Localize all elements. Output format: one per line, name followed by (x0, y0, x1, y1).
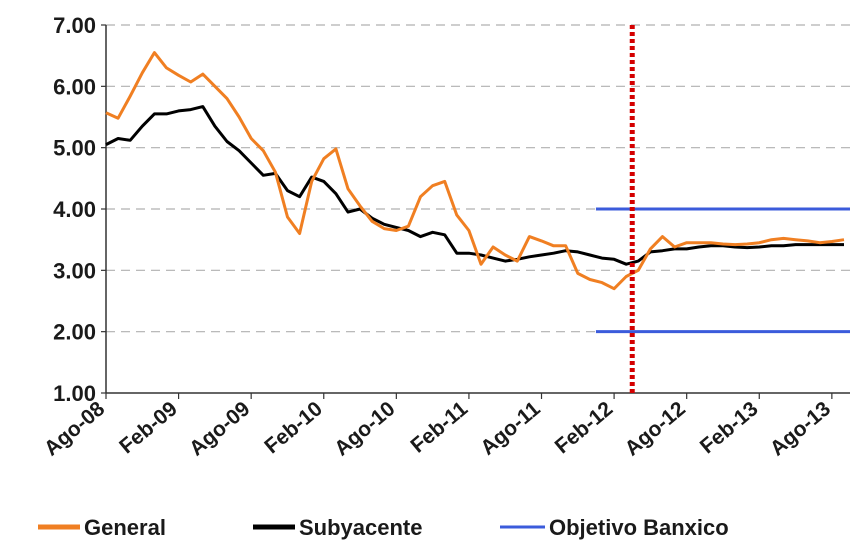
legend: General Subyacente Objetivo Banxico (38, 515, 729, 540)
y-tick-label: 4.00 (53, 197, 96, 222)
axes (101, 24, 850, 399)
grid-lines (106, 24, 850, 333)
x-tick-label: Feb-11 (406, 397, 472, 458)
series-lines (105, 51, 845, 291)
y-tick-label: 2.00 (53, 320, 96, 345)
x-tick-label: Ago-10 (330, 397, 399, 460)
x-tick-label: Feb-09 (115, 397, 182, 458)
y-tick-label: 7.00 (53, 13, 96, 38)
series-line-general (105, 51, 845, 291)
x-tick-labels: Ago-08 Feb-09 Ago-09 Feb-10 Ago-10 Feb-11 Ago-… (40, 397, 835, 461)
x-tick-label: Ago-09 (185, 397, 254, 460)
legend-label-general: General (84, 515, 166, 540)
series-line-subyacente (105, 105, 844, 266)
y-tick-label: 3.00 (53, 258, 96, 283)
x-tick-label: Ago-11 (476, 397, 545, 460)
x-tick-label: Ago-08 (40, 397, 110, 461)
legend-label-objetivo-banxico: Objetivo Banxico (549, 515, 729, 540)
x-tick-label: Ago-13 (766, 397, 835, 460)
y-tick-label: 5.00 (53, 136, 96, 161)
x-tick-label: Feb-13 (696, 397, 763, 458)
x-tick-label: Ago-12 (621, 397, 690, 460)
y-tick-label: 1.00 (53, 381, 96, 406)
objetivo-banxico-lines (595, 207, 850, 334)
legend-label-subyacente: Subyacente (299, 515, 423, 540)
y-tick-labels: 1.00 2.00 3.00 4.00 5.00 6.00 7.00 (53, 13, 96, 406)
x-tick-label: Feb-10 (260, 397, 327, 458)
y-tick-label: 6.00 (53, 74, 96, 99)
x-tick-label: Feb-12 (551, 397, 618, 458)
